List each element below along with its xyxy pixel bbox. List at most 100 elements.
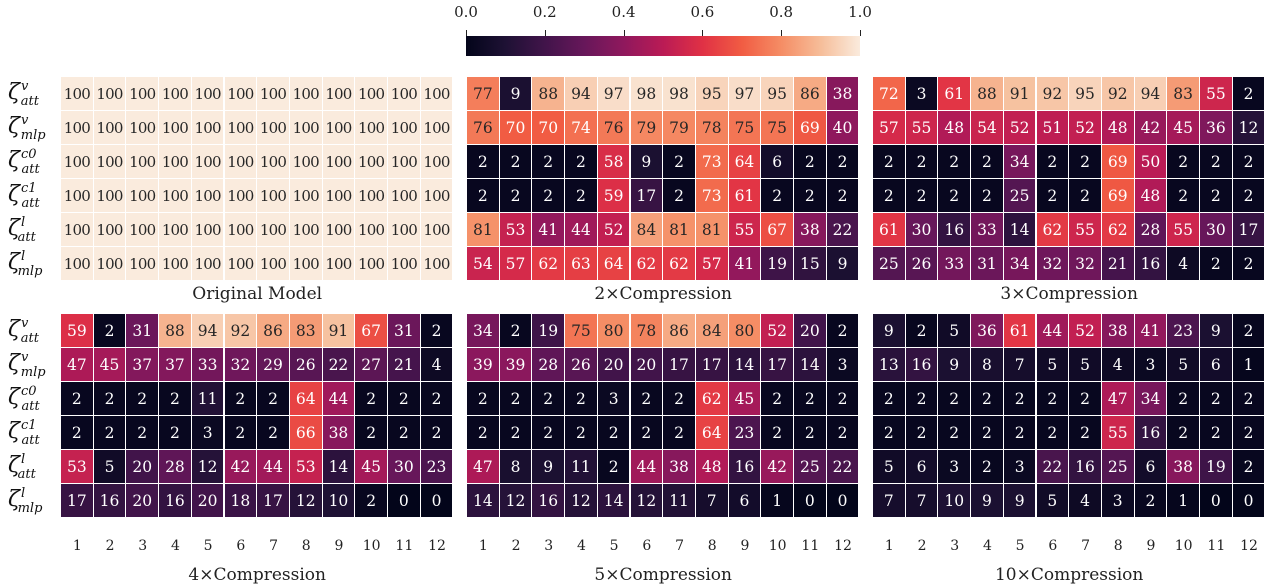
heatmap-cell: 4 bbox=[420, 348, 454, 382]
heatmap-cell: 45 bbox=[1167, 111, 1200, 145]
colorbar-tick-label: 0.4 bbox=[611, 3, 636, 21]
column-tick-label: 4 bbox=[170, 538, 180, 554]
heatmap-cell: 8 bbox=[499, 450, 533, 484]
panel-title: 10×Compression bbox=[994, 565, 1144, 585]
heatmap-cell: 45 bbox=[355, 450, 388, 484]
heatmap-cell: 42 bbox=[761, 450, 794, 484]
colorbar-tick bbox=[781, 30, 783, 36]
heatmap-cell: 2 bbox=[971, 450, 1004, 484]
heatmap-cell: 100 bbox=[289, 247, 323, 281]
heatmap-cell: 2 bbox=[597, 450, 631, 484]
row-label: ζlmlp bbox=[8, 486, 43, 516]
heatmap-cell: 2 bbox=[1036, 382, 1070, 416]
column-tick-label: 9 bbox=[334, 538, 344, 554]
heatmap-cell: 100 bbox=[93, 247, 127, 281]
row-label: ζvatt bbox=[8, 316, 39, 346]
heatmap-cell: 2 bbox=[905, 179, 939, 213]
heatmap-cell: 100 bbox=[159, 213, 192, 247]
heatmap-cell: 40 bbox=[826, 111, 860, 145]
heatmap-cell: 33 bbox=[971, 213, 1004, 247]
heatmap-cell: 100 bbox=[61, 145, 94, 179]
heatmap-cell: 14 bbox=[467, 484, 500, 518]
heatmap-cell: 2 bbox=[905, 314, 939, 348]
heatmap-cell: 12 bbox=[565, 484, 598, 518]
colorbar-tick-label: 0.6 bbox=[690, 3, 715, 21]
heatmap-cell: 52 bbox=[1069, 111, 1102, 145]
column-tick-label: 8 bbox=[301, 538, 311, 554]
heatmap-cell: 62 bbox=[1101, 213, 1135, 247]
heatmap-cell: 2 bbox=[1069, 179, 1102, 213]
heatmap-cell: 2 bbox=[663, 179, 696, 213]
heatmap-cell: 92 bbox=[1101, 77, 1135, 111]
heatmap-cell: 70 bbox=[499, 111, 533, 145]
heatmap-cell: 2 bbox=[126, 382, 160, 416]
heatmap-cell: 100 bbox=[420, 179, 454, 213]
heatmap-cell: 28 bbox=[1134, 213, 1168, 247]
column-tick-label: 9 bbox=[1146, 538, 1156, 554]
column-tick-label: 4 bbox=[576, 538, 586, 554]
column-tick-label: 12 bbox=[834, 538, 852, 554]
heatmap-cell: 2 bbox=[873, 416, 906, 450]
heatmap-cell: 81 bbox=[467, 213, 500, 247]
heatmap-cell: 41 bbox=[532, 213, 566, 247]
heatmap-cell: 2 bbox=[420, 416, 454, 450]
heatmap-cell: 0 bbox=[1200, 484, 1233, 518]
heatmap-cell: 2 bbox=[1232, 314, 1266, 348]
heatmap-cell: 41 bbox=[728, 247, 762, 281]
column-tick-label: 3 bbox=[138, 538, 148, 554]
heatmap-cell: 16 bbox=[938, 213, 972, 247]
heatmap-cell: 50 bbox=[1134, 145, 1168, 179]
heatmap-cell: 9 bbox=[1200, 314, 1233, 348]
heatmap-cell: 3 bbox=[1101, 484, 1135, 518]
heatmap-cell: 9 bbox=[499, 77, 533, 111]
heatmap-cell: 2 bbox=[257, 416, 290, 450]
heatmap-cell: 100 bbox=[388, 213, 421, 247]
heatmap-cell: 100 bbox=[126, 111, 160, 145]
heatmap-cell: 2 bbox=[532, 145, 566, 179]
heatmap-cell: 100 bbox=[355, 145, 388, 179]
heatmap-cell: 70 bbox=[532, 111, 566, 145]
heatmap-cell: 59 bbox=[61, 314, 94, 348]
heatmap-cell: 100 bbox=[61, 247, 94, 281]
heatmap-cell: 100 bbox=[159, 77, 192, 111]
heatmap-cell: 81 bbox=[663, 213, 696, 247]
heatmap-cell: 9 bbox=[873, 314, 906, 348]
heatmap-cell: 73 bbox=[695, 179, 729, 213]
heatmap-cell: 2 bbox=[1200, 382, 1233, 416]
heatmap-cell: 2 bbox=[532, 179, 566, 213]
heatmap-cell: 2 bbox=[630, 382, 664, 416]
heatmap-cell: 19 bbox=[761, 247, 794, 281]
heatmap-cell: 14 bbox=[728, 348, 762, 382]
heatmap-cell: 100 bbox=[93, 179, 127, 213]
heatmap-cell: 2 bbox=[159, 416, 192, 450]
heatmap-cell: 44 bbox=[257, 450, 290, 484]
heatmap-cell: 2 bbox=[565, 382, 598, 416]
heatmap-cell: 84 bbox=[695, 314, 729, 348]
heatmap-cell: 13 bbox=[873, 348, 906, 382]
heatmap-cell: 16 bbox=[1134, 247, 1168, 281]
panel-title: 4×Compression bbox=[188, 565, 326, 585]
heatmap-cell: 23 bbox=[1167, 314, 1200, 348]
heatmap-panel: 72 3 61 88 91 92 95 92 94 83 55 2 57 55 48 54 52 51 52 48 42… bbox=[873, 77, 1266, 281]
heatmap-cell: 38 bbox=[1167, 450, 1200, 484]
heatmap-cell: 22 bbox=[1036, 450, 1070, 484]
heatmap-cell: 69 bbox=[1101, 179, 1135, 213]
heatmap-cell: 100 bbox=[322, 247, 356, 281]
heatmap-cell: 32 bbox=[1069, 247, 1102, 281]
colorbar-tick bbox=[544, 30, 546, 36]
heatmap-cell: 12 bbox=[1232, 111, 1266, 145]
heatmap-cell: 25 bbox=[1003, 179, 1037, 213]
heatmap-cell: 2 bbox=[873, 179, 906, 213]
heatmap-cell: 19 bbox=[532, 314, 566, 348]
heatmap-cell: 2 bbox=[93, 416, 127, 450]
heatmap-cell: 36 bbox=[971, 314, 1004, 348]
heatmap-cell: 2 bbox=[794, 416, 827, 450]
heatmap-cell: 52 bbox=[597, 213, 631, 247]
heatmap-cell: 100 bbox=[388, 77, 421, 111]
heatmap-cell: 57 bbox=[873, 111, 906, 145]
heatmap-cell: 47 bbox=[467, 450, 500, 484]
colorbar-tick bbox=[623, 30, 625, 36]
heatmap-cell: 100 bbox=[61, 77, 94, 111]
heatmap-cell: 100 bbox=[420, 213, 454, 247]
heatmap-cell: 64 bbox=[728, 145, 762, 179]
